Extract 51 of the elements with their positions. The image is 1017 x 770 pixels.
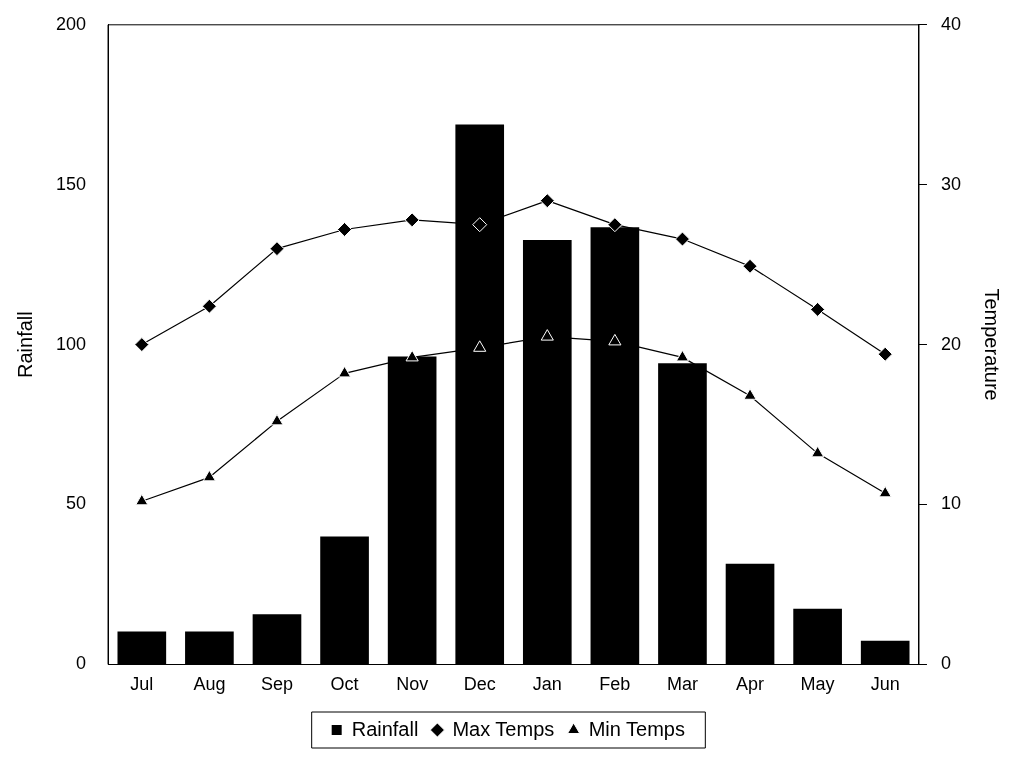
point (810, 301, 826, 317)
point (674, 231, 690, 247)
x-tick-label: Jun (870, 674, 900, 695)
x-tick-label: Feb (599, 674, 631, 695)
x-tick-label: Jul (130, 674, 154, 695)
y2-tick-label: 20 (940, 333, 962, 354)
x-tick-label: May (800, 674, 835, 695)
y-tick-label: 0 (76, 653, 87, 674)
y-tick-label: 200 (55, 13, 87, 34)
x-tick-label: Sep (260, 674, 293, 695)
point (675, 349, 690, 362)
y2-axis-title: Temperature (981, 288, 1004, 401)
point (338, 365, 352, 378)
x-tick-label: Dec (463, 674, 496, 695)
y2-tick-label: 40 (940, 13, 962, 34)
legend-label: Rainfall (351, 717, 419, 740)
x-tick-label: Aug (193, 674, 226, 695)
point (743, 388, 757, 400)
point (134, 337, 150, 353)
point (607, 217, 623, 233)
y2-tick-label: 30 (940, 173, 962, 194)
point (539, 193, 555, 209)
point (878, 485, 892, 498)
y2-tick-label: 10 (940, 493, 962, 514)
x-tick-label: Apr (736, 674, 765, 695)
x-tick-label: Jan (532, 674, 562, 695)
y-tick-label: 150 (55, 173, 87, 194)
legend-label: Min Temps (588, 717, 685, 740)
point (405, 349, 419, 362)
y-tick-label: 100 (55, 333, 87, 354)
point (337, 221, 353, 237)
x-tick-label: Nov (396, 674, 429, 695)
point (811, 445, 825, 458)
point (135, 493, 149, 506)
y-axis-title: Rainfall (13, 311, 36, 378)
y-tick-label: 50 (66, 493, 87, 514)
point (472, 217, 488, 233)
point (742, 258, 758, 274)
point (608, 333, 622, 346)
point (404, 212, 420, 228)
y2-tick-label: 0 (940, 653, 951, 674)
point (877, 346, 893, 362)
point (270, 413, 284, 426)
point (540, 329, 554, 341)
point (269, 241, 285, 257)
legend-label: Max Temps (452, 717, 555, 740)
point (473, 340, 487, 352)
point (201, 298, 217, 314)
x-tick-label: Oct (330, 674, 359, 695)
point (202, 469, 216, 482)
x-tick-label: Mar (666, 674, 698, 695)
